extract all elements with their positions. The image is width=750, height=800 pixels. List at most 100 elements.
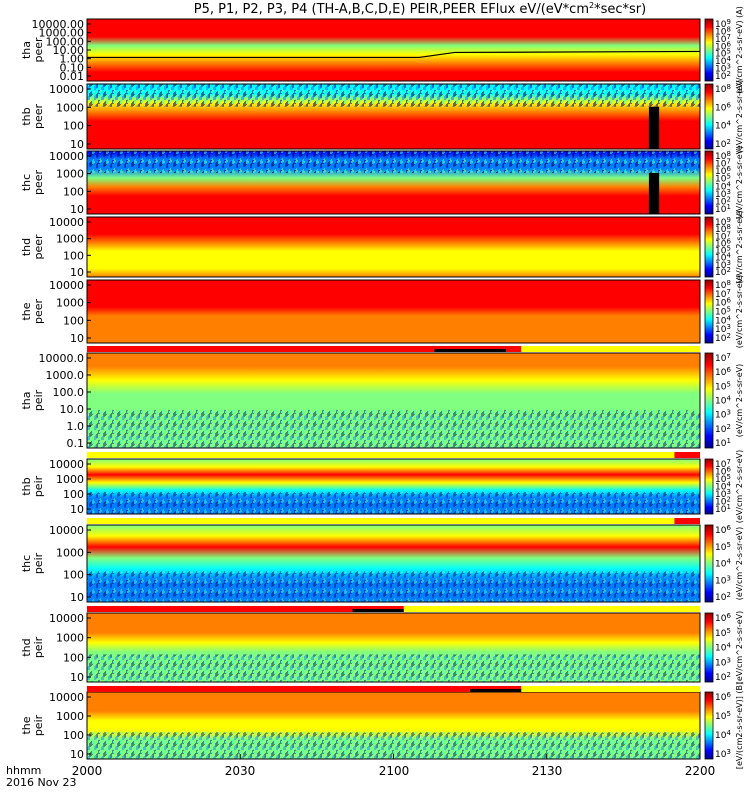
- noise-region: [87, 571, 700, 602]
- colorbar-tick-label: 105: [715, 173, 731, 185]
- y-tick-label: 1.0: [67, 420, 85, 433]
- spectrogram-the-peer: [87, 280, 700, 343]
- colorbar-tick-label: 103: [715, 748, 731, 760]
- colorbar-tick-label: 105: [715, 710, 731, 722]
- colorbar-tick-label: 106: [715, 691, 731, 703]
- data-gap-0: [648, 106, 660, 149]
- noise-region: [87, 654, 700, 682]
- colorbar-label: (eV/cm^2-s-sr-eV): [735, 146, 744, 219]
- colorbar-tick-label: 107: [715, 352, 731, 364]
- x-tick-label-4: 2200: [685, 764, 716, 778]
- title-main: P5, P1, P2, P3, P4 (TH-A,B,C,D,E) PEIR,P…: [194, 2, 589, 17]
- panel-frame: [86, 524, 701, 603]
- y-tick-label: 100: [63, 185, 84, 198]
- colorbar-tick-label: 102: [715, 138, 731, 150]
- panel-probe-label: the: [20, 716, 33, 734]
- flag-bar-tha-peir: [87, 346, 700, 352]
- panel-frame: [86, 612, 701, 683]
- panel-frame: [86, 216, 701, 278]
- colorbar-tick-label: 107: [715, 33, 731, 45]
- colorbar-tick-label: 105: [715, 306, 731, 318]
- y-tick-label: 10: [70, 591, 84, 604]
- colorbar-tick-label: 107: [715, 458, 731, 470]
- y-tick-label: 10: [70, 748, 84, 761]
- colorbar-label: (eV/cm^2-s-sr-eV): [735, 611, 744, 684]
- y-tick-label: 1000.00: [39, 27, 85, 40]
- colorbar-tick-label: 104: [715, 55, 731, 67]
- panel-thd-peir: 10000 1000 100 10 thd peir 106 105 104 103 102 (eV/…: [20, 611, 744, 684]
- panel-tha-peir: 10000.0 1000.0 100.0 10.0 1.0 0.1 tha peir 107 10…: [20, 352, 744, 450]
- colorbar-label: (eV/cm^2-s-sr-eV): [735, 450, 744, 523]
- title-superscript: 2: [589, 1, 594, 10]
- colorbar-tick-label: 109: [715, 18, 731, 30]
- colorbar-tick-label: 105: [715, 541, 731, 553]
- flag-yellow-0: [87, 518, 675, 524]
- colorbar-tick-label: 102: [715, 332, 731, 344]
- x-tick-label-3: 2130: [532, 764, 563, 778]
- colorbar-tick-label: 103: [715, 63, 731, 75]
- flag-red-0: [87, 686, 522, 692]
- flag-bar-the-peir: [87, 686, 700, 692]
- y-tick-label: 100.0: [53, 386, 85, 399]
- colorbar: [704, 612, 714, 683]
- colorbar: [704, 216, 714, 278]
- colorbar-tick-label: 104: [715, 395, 731, 407]
- colorbar-tick-label: 102: [715, 496, 731, 508]
- y-tick-label: 10000: [49, 279, 84, 292]
- panel-frame: [86, 83, 701, 150]
- y-tick-label: 1000.0: [46, 369, 85, 382]
- y-tick-label: 10: [70, 138, 84, 151]
- colorbar: [704, 279, 714, 344]
- panel-species-label: peir: [32, 389, 45, 411]
- colorbar-tick-label: 108: [715, 150, 731, 162]
- data-gap-0: [648, 173, 660, 214]
- flag-bar-thc-peir: [87, 518, 700, 524]
- y-tick-label: 0.1: [67, 437, 85, 450]
- colorbar-tick-label: 106: [715, 101, 731, 113]
- colorbar-tick-label: 104: [715, 642, 731, 654]
- flag-black-0: [352, 609, 404, 612]
- colorbar-tick-label: 108: [715, 83, 731, 95]
- flag-yellow-0: [521, 686, 700, 692]
- y-tick-label: 10000: [49, 150, 84, 163]
- y-tick-label: 10.00: [53, 44, 85, 57]
- y-tick-label: 10000.0: [39, 352, 85, 365]
- panel-thb-peer: 10000 1000 100 10 thb peer 108 106 104 102 (eV/cm^…: [20, 80, 744, 153]
- flag-bar-thb-peir: [87, 452, 700, 458]
- colorbar-tick-label: 104: [715, 120, 731, 132]
- colorbar-tick-label: 104: [715, 729, 731, 741]
- y-tick-label: 1000: [56, 632, 84, 645]
- colorbar-tick-label: 107: [715, 230, 731, 242]
- colorbar-tick-label: 101: [715, 203, 731, 215]
- colorbar-tick-label: 108: [715, 223, 731, 235]
- panel-species-label: peer: [32, 234, 45, 260]
- y-tick-label: 10000: [49, 216, 84, 229]
- colorbar-tick-label: 104: [715, 481, 731, 493]
- x-axis: [86, 754, 701, 759]
- panel-species-label: peir: [32, 475, 45, 497]
- colorbar-tick-label: 104: [715, 252, 731, 264]
- colorbar-label: (eV/cm^2-s-sr-eV): [735, 80, 744, 153]
- colorbar-tick-label: 102: [715, 195, 731, 207]
- panel-frame: [86, 352, 701, 449]
- y-tick-label: 10000: [49, 524, 84, 537]
- colorbar-tick-label: 105: [715, 245, 731, 257]
- noise-region: [87, 410, 700, 448]
- noise-region: [87, 151, 700, 174]
- y-tick-label: 100: [63, 569, 84, 582]
- colorbar-tick-label: 106: [715, 366, 731, 378]
- panel-probe-label: tha: [20, 41, 33, 59]
- colorbar-tick-label: 107: [715, 158, 731, 170]
- title-end: *sec*sr): [594, 2, 646, 17]
- colorbar-tick-label: 105: [715, 627, 731, 639]
- colorbar-tick-label: 109: [715, 216, 731, 228]
- colorbar-tick-label: 103: [715, 188, 731, 200]
- panel-frame: [86, 279, 701, 344]
- colorbar-tick-label: 106: [715, 612, 731, 624]
- y-tick-label: 100: [63, 249, 84, 262]
- y-tick-label: 10000: [49, 83, 84, 96]
